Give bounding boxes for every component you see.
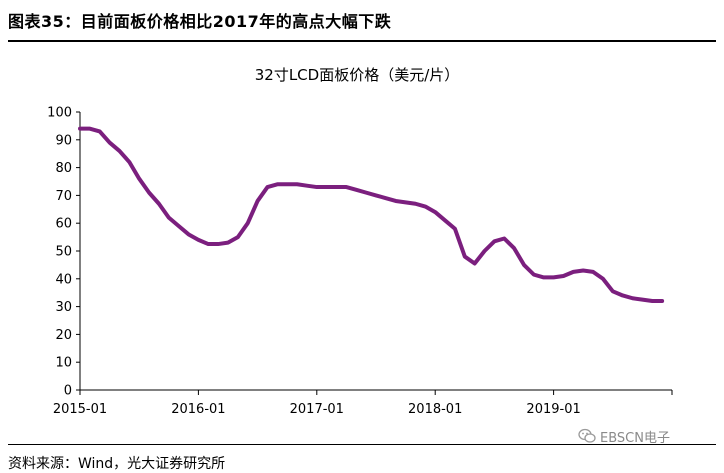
x-tick-label: 2016-01 <box>171 402 225 417</box>
y-tick-label: 100 <box>47 106 72 121</box>
plot-area <box>78 126 665 304</box>
y-tick-label: 30 <box>55 300 72 315</box>
title-divider <box>8 40 716 42</box>
line-chart: 32寸LCD面板价格（美元/片） 0 10 20 30 40 50 60 70 80 90 100 2… <box>47 66 673 417</box>
y-tick-label: 0 <box>64 384 72 399</box>
axes: 0 10 20 30 40 50 60 70 80 90 100 2015-01 2016-01 2017… <box>47 106 673 417</box>
figure-title: 图表35：目前面板价格相比2017年的高点大幅下跌 <box>8 12 392 31</box>
y-tick-label: 90 <box>55 133 72 148</box>
series-line <box>78 126 665 304</box>
wechat-icon <box>578 428 596 443</box>
y-tick-label: 60 <box>55 217 72 232</box>
x-tick-label: 2017-01 <box>290 402 344 417</box>
source-divider <box>8 444 716 445</box>
y-tick-label: 50 <box>55 245 72 260</box>
y-tick-label: 10 <box>55 356 72 371</box>
chart-title: 32寸LCD面板价格（美元/片） <box>255 66 460 84</box>
y-tick-label: 40 <box>55 272 72 287</box>
source-note: 资料来源：Wind，光大证券研究所 <box>8 456 226 472</box>
watermark: EBSCN电子 <box>578 426 718 446</box>
watermark-text: EBSCN电子 <box>600 430 670 446</box>
x-tick-label: 2015-01 <box>53 402 107 417</box>
y-tick-label: 80 <box>55 161 72 176</box>
y-tick-label: 20 <box>55 328 72 343</box>
x-tick-label: 2018-01 <box>408 402 462 417</box>
x-tick-label: 2019-01 <box>526 402 580 417</box>
y-tick-label: 70 <box>55 189 72 204</box>
